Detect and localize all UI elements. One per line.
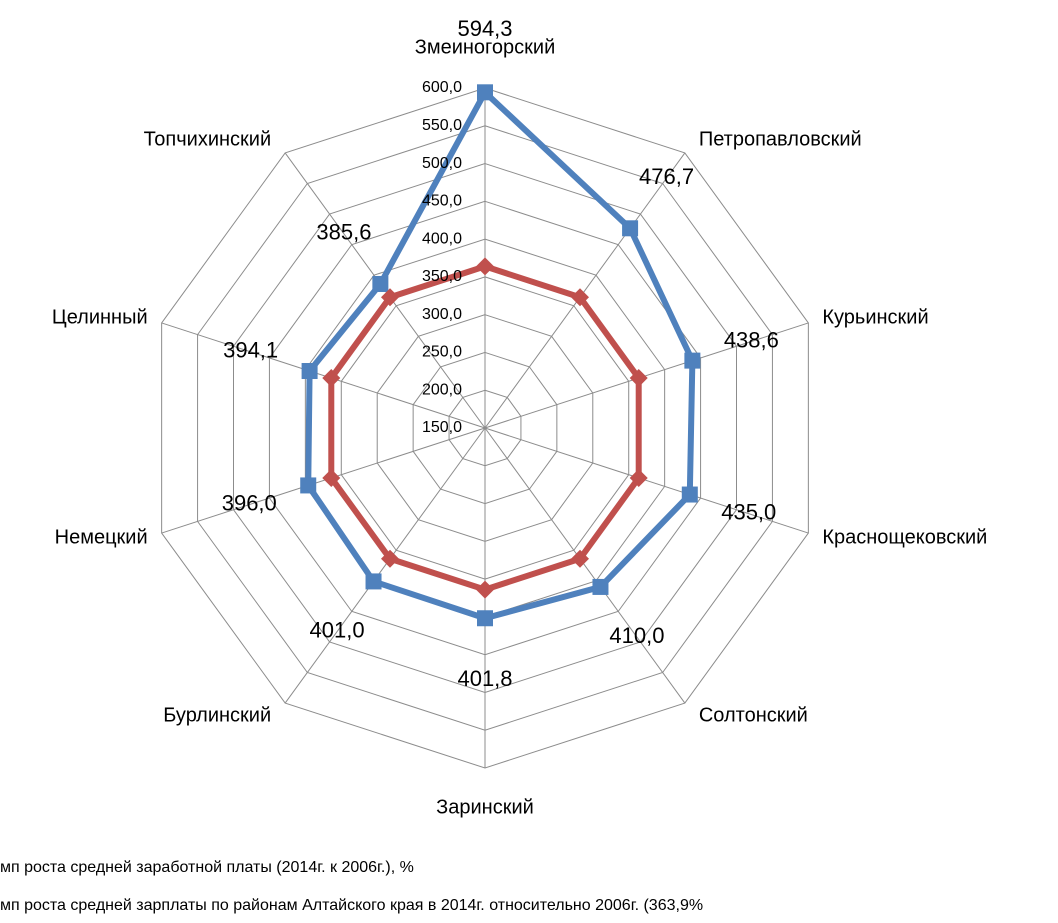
- category-label: Целинный: [52, 306, 148, 328]
- data-label: 435,0: [721, 500, 776, 525]
- legend-label: мп роста средней зарплаты по районам Алт…: [0, 897, 703, 914]
- marker: [476, 580, 494, 599]
- marker: [477, 84, 493, 101]
- spoke: [484, 322, 809, 429]
- data-label: 594,3: [457, 16, 512, 41]
- tick-label: 300,0: [422, 306, 462, 323]
- tick-label: 550,0: [422, 117, 462, 134]
- category-label: Немецкий: [55, 526, 148, 548]
- data-label: 394,1: [223, 338, 278, 363]
- marker: [322, 369, 341, 388]
- tick-label: 350,0: [422, 268, 462, 285]
- data-label: 476,7: [639, 164, 694, 189]
- marker: [622, 220, 639, 237]
- data-label: 401,0: [310, 617, 365, 642]
- category-label: Солтонский: [699, 704, 808, 726]
- tick-label: 450,0: [422, 193, 462, 210]
- data-label: 385,6: [316, 220, 371, 245]
- legend-label: мп роста средней заработной платы (2014г…: [0, 859, 414, 876]
- marker: [322, 468, 341, 487]
- data-label: 396,0: [222, 490, 277, 515]
- marker: [300, 477, 317, 494]
- category-label: Бурлинский: [163, 704, 271, 726]
- marker: [476, 257, 494, 276]
- marker: [365, 573, 382, 590]
- category-label: Топчихинский: [144, 128, 272, 150]
- tick-label: 150,0: [422, 419, 462, 436]
- marker: [381, 549, 400, 568]
- marker: [592, 578, 609, 595]
- tick-label: 500,0: [422, 155, 462, 172]
- tick-label: 600,0: [422, 79, 462, 96]
- data-label: 410,0: [609, 623, 664, 648]
- spoke: [484, 427, 809, 534]
- marker: [301, 363, 318, 380]
- marker: [681, 486, 698, 503]
- marker: [629, 369, 648, 388]
- spoke: [484, 152, 686, 429]
- category-label: Краснощековский: [822, 526, 987, 548]
- data-label: 401,8: [457, 666, 512, 691]
- spoke: [484, 427, 686, 704]
- tick-label: 400,0: [422, 230, 462, 247]
- marker: [570, 288, 589, 307]
- marker: [477, 610, 493, 627]
- spoke: [161, 427, 486, 534]
- series-line: [305, 89, 696, 622]
- spoke: [284, 427, 486, 704]
- tick-label: 250,0: [422, 344, 462, 361]
- category-label: Курьинский: [822, 306, 928, 328]
- spoke: [161, 322, 486, 429]
- marker: [684, 352, 701, 369]
- marker: [372, 275, 389, 292]
- category-label: Змеиногорский: [415, 36, 556, 58]
- data-label: 438,6: [724, 327, 779, 352]
- marker: [381, 288, 400, 307]
- marker: [570, 549, 589, 568]
- tick-label: 200,0: [422, 381, 462, 398]
- category-label: Петропавловский: [699, 128, 862, 150]
- marker: [629, 468, 648, 487]
- category-label: Заринский: [436, 796, 534, 818]
